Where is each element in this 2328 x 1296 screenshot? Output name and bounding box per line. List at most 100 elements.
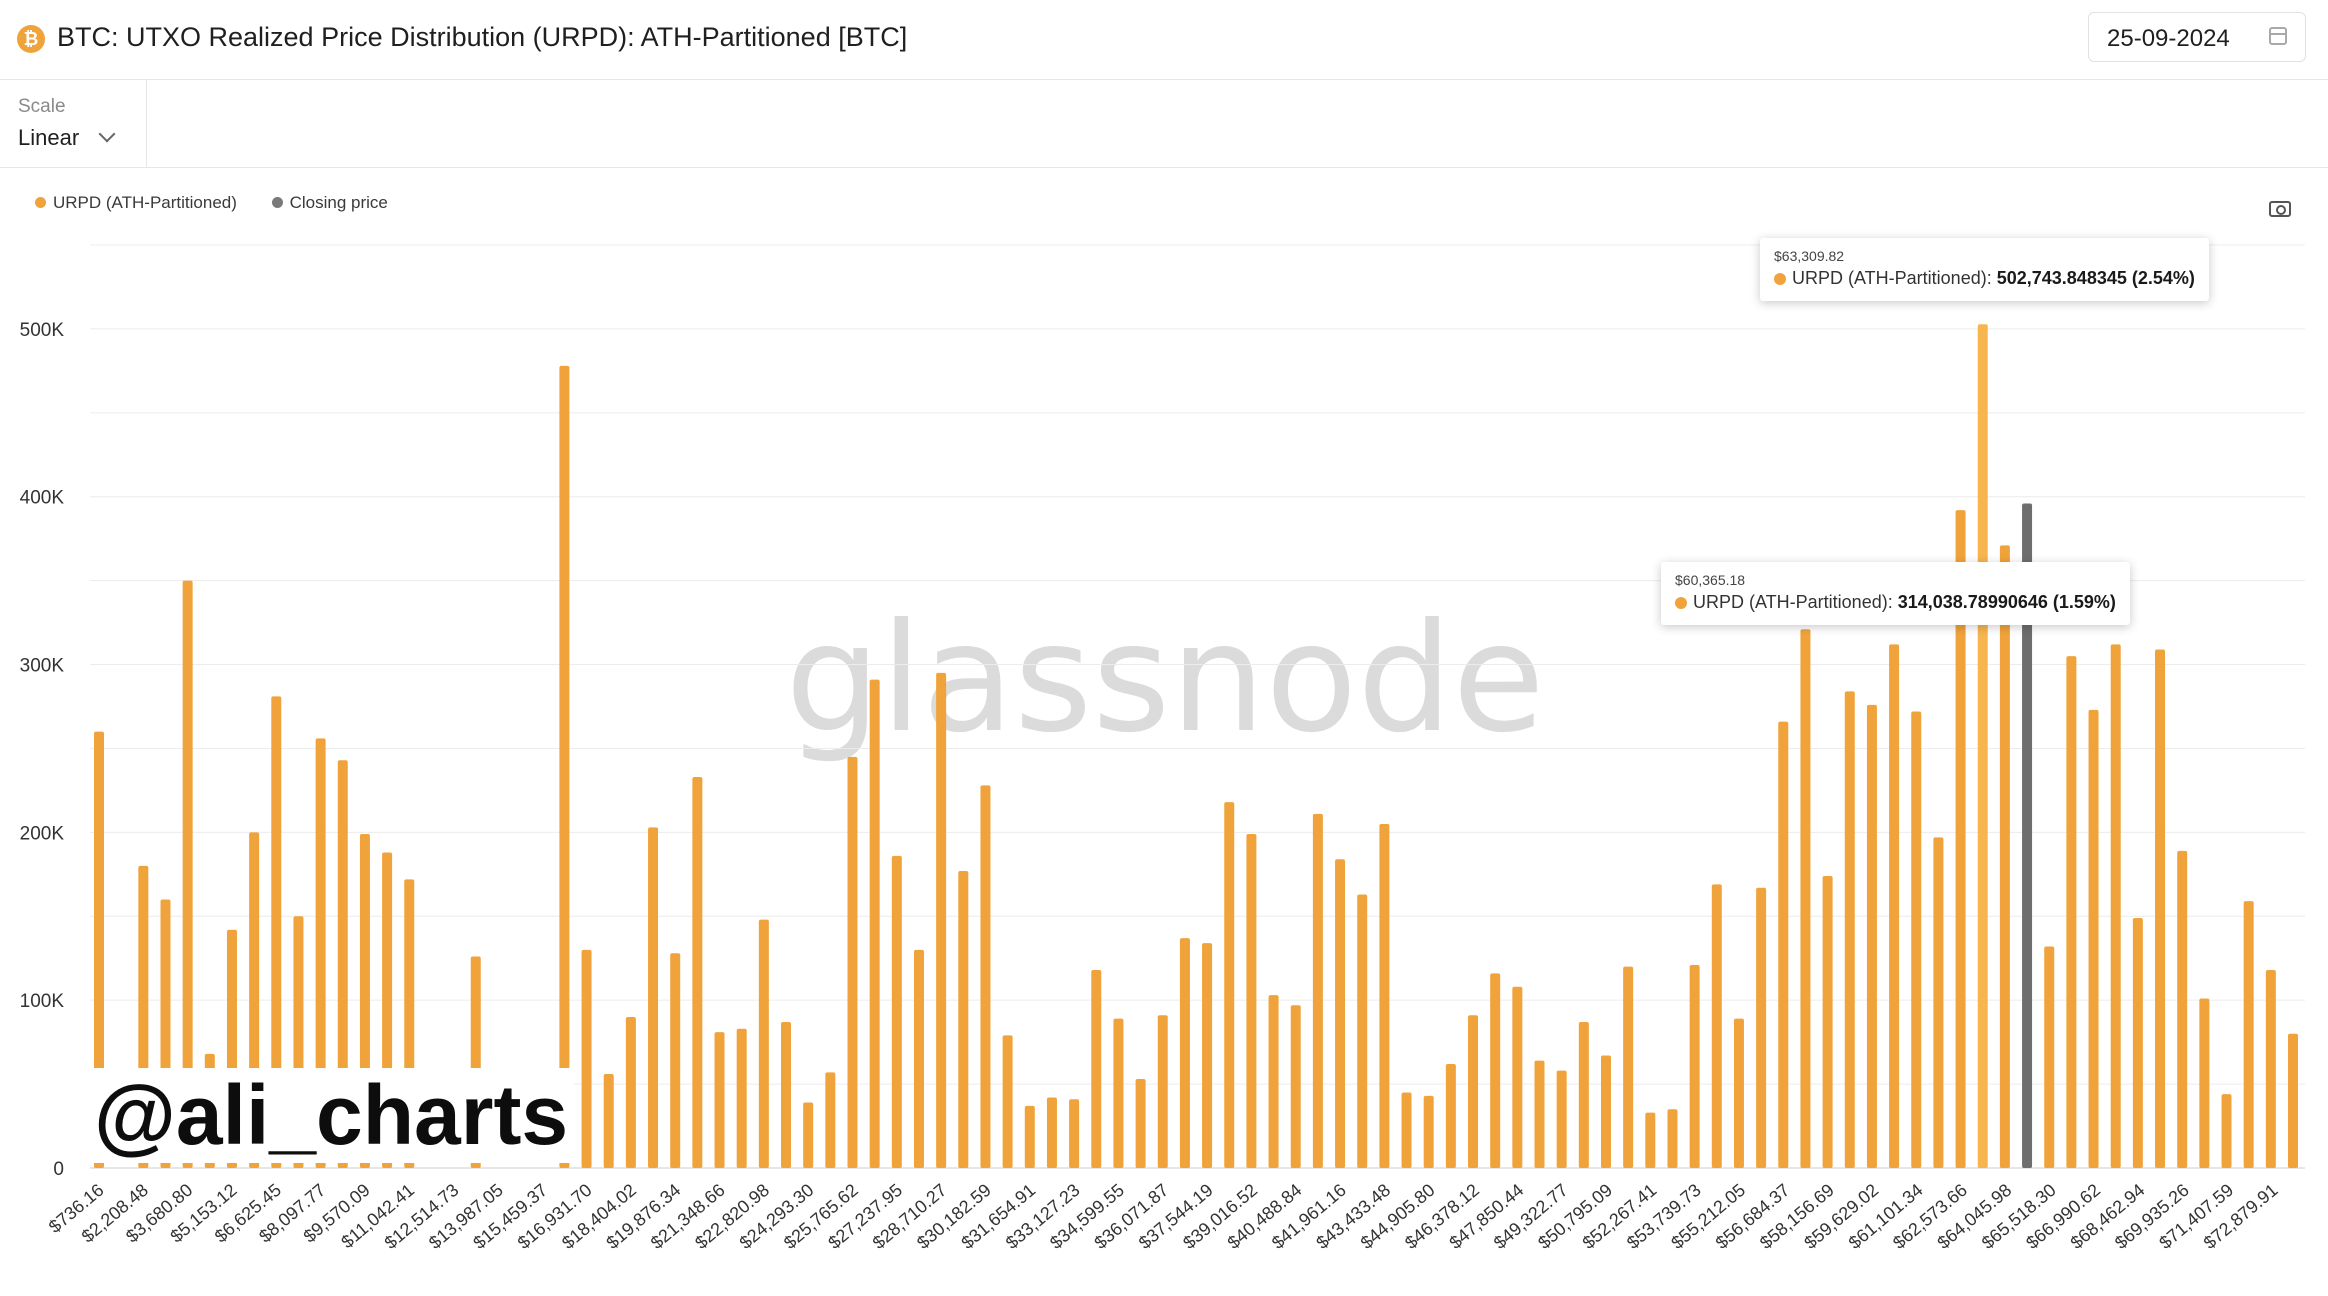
bar-urpd[interactable] [2288,1033,2298,1168]
bar-urpd[interactable] [315,738,326,1168]
bar-urpd[interactable] [559,365,570,1168]
legend-label-closing-price: Closing price [289,193,388,212]
bar-urpd[interactable] [1556,1070,1567,1168]
bar-urpd[interactable] [692,776,703,1168]
bar-urpd[interactable] [1578,1021,1589,1168]
bar-urpd[interactable] [337,760,348,1168]
bar-urpd[interactable] [625,1016,636,1168]
bar-urpd[interactable] [1645,1112,1656,1168]
legend-item-urpd[interactable]: URPD (ATH-Partitioned) [35,193,237,213]
scale-select[interactable]: Scale Linear [0,80,147,167]
bar-urpd[interactable] [1290,1005,1301,1168]
bar-urpd[interactable] [803,1102,814,1168]
bar-urpd[interactable] [1733,1018,1744,1168]
bar-urpd[interactable] [1335,859,1346,1168]
legend-item-closing-price[interactable]: Closing price [271,193,388,213]
bar-urpd[interactable] [913,949,924,1168]
bar-urpd[interactable] [1822,875,1833,1168]
bar-urpd[interactable] [1844,691,1855,1168]
bar-urpd[interactable] [1667,1109,1678,1168]
bar-urpd[interactable] [1977,324,1988,1168]
bar-urpd[interactable] [1202,943,1213,1168]
bar-urpd[interactable] [2199,998,2210,1168]
bar-urpd[interactable] [2044,946,2055,1168]
bar-urpd[interactable] [1046,1097,1057,1168]
page-title: BTC: UTXO Realized Price Distribution (U… [57,22,908,52]
bar-urpd[interactable] [1179,938,1190,1168]
bar-urpd[interactable] [1379,823,1390,1168]
bar-urpd[interactable] [1955,510,1966,1169]
y-tick-label: 400K [20,488,65,509]
camera-icon[interactable] [2269,201,2291,217]
author-handle: @ali_charts [88,1068,575,1163]
bar-urpd[interactable] [1756,887,1767,1168]
bar-urpd[interactable] [2243,901,2254,1168]
bar-urpd[interactable] [714,1032,725,1168]
bar-urpd[interactable] [758,919,769,1168]
bar-urpd[interactable] [936,672,947,1168]
bar-urpd[interactable] [1778,721,1789,1168]
bar-urpd[interactable] [869,679,880,1168]
bar-urpd[interactable] [2110,644,2121,1168]
y-tick-label: 200K [20,823,65,844]
bar-urpd[interactable] [1002,1035,1013,1168]
bar-urpd[interactable] [1512,986,1523,1168]
bar-urpd[interactable] [1911,711,1922,1168]
bar-urpd[interactable] [1468,1015,1479,1168]
bar-urpd[interactable] [1246,834,1257,1168]
bar-urpd[interactable] [1866,704,1877,1168]
bar-urpd[interactable] [958,870,969,1168]
bar-urpd[interactable] [2132,917,2143,1168]
bar-urpd[interactable] [1401,1092,1412,1168]
bar-urpd[interactable] [1933,837,1944,1168]
date-picker[interactable]: 25-09-2024 [2088,12,2306,62]
bar-urpd[interactable] [271,696,282,1168]
calendar-icon[interactable] [2269,27,2287,45]
bar-urpd[interactable] [1490,973,1501,1168]
bar-urpd[interactable] [1711,884,1722,1168]
header: ₿ BTC: UTXO Realized Price Distribution … [0,0,2328,80]
bar-urpd[interactable] [1135,1079,1146,1168]
bar-urpd[interactable] [825,1072,836,1168]
bar-urpd[interactable] [2221,1094,2232,1168]
legend-label-urpd: URPD (ATH-Partitioned) [53,193,237,212]
bar-urpd[interactable] [1268,995,1279,1168]
bar-urpd[interactable] [1224,802,1235,1168]
bar-urpd[interactable] [2155,649,2166,1168]
bar-urpd[interactable] [581,949,592,1168]
bar-urpd[interactable] [847,756,858,1168]
bar-urpd[interactable] [1357,894,1368,1168]
bar-urpd[interactable] [1889,644,1900,1168]
bar-closing-price[interactable] [2022,503,2033,1168]
bar-urpd[interactable] [1623,966,1634,1168]
bar-urpd[interactable] [980,785,991,1168]
bar-urpd[interactable] [603,1074,614,1168]
bar-urpd[interactable] [2066,656,2077,1168]
bar-urpd[interactable] [2088,709,2099,1168]
bar-urpd[interactable] [736,1028,747,1168]
bar-urpd[interactable] [1024,1105,1035,1168]
bar-urpd[interactable] [670,953,681,1168]
bar-urpd[interactable] [1600,1055,1611,1168]
bar-urpd[interactable] [2265,969,2276,1168]
tooltip-row: URPD (ATH-Partitioned): 502,743.848345 (… [1774,268,2195,289]
bar-urpd[interactable] [781,1021,792,1168]
bar-urpd[interactable] [2177,850,2188,1168]
bar-urpd[interactable] [1069,1099,1080,1168]
bar-urpd[interactable] [1534,1060,1545,1168]
bar-urpd[interactable] [1999,545,2010,1168]
bar-urpd[interactable] [182,580,193,1168]
bar-urpd[interactable] [1423,1095,1434,1168]
y-axis-labels: 0 100K 200K 300K 400K 500K [20,320,65,1180]
bar-urpd[interactable] [1113,1018,1124,1168]
bar-urpd[interactable] [891,855,902,1168]
bar-urpd[interactable] [1312,813,1323,1168]
bar-urpd[interactable] [1689,964,1700,1168]
bar-urpd[interactable] [1091,969,1102,1168]
bar-urpd[interactable] [648,827,659,1168]
bar-urpd[interactable] [94,731,104,1168]
bar-urpd[interactable] [1157,1015,1168,1168]
scale-value[interactable]: Linear [18,125,80,150]
bar-urpd[interactable] [1800,629,1811,1168]
bar-urpd[interactable] [1445,1063,1456,1168]
